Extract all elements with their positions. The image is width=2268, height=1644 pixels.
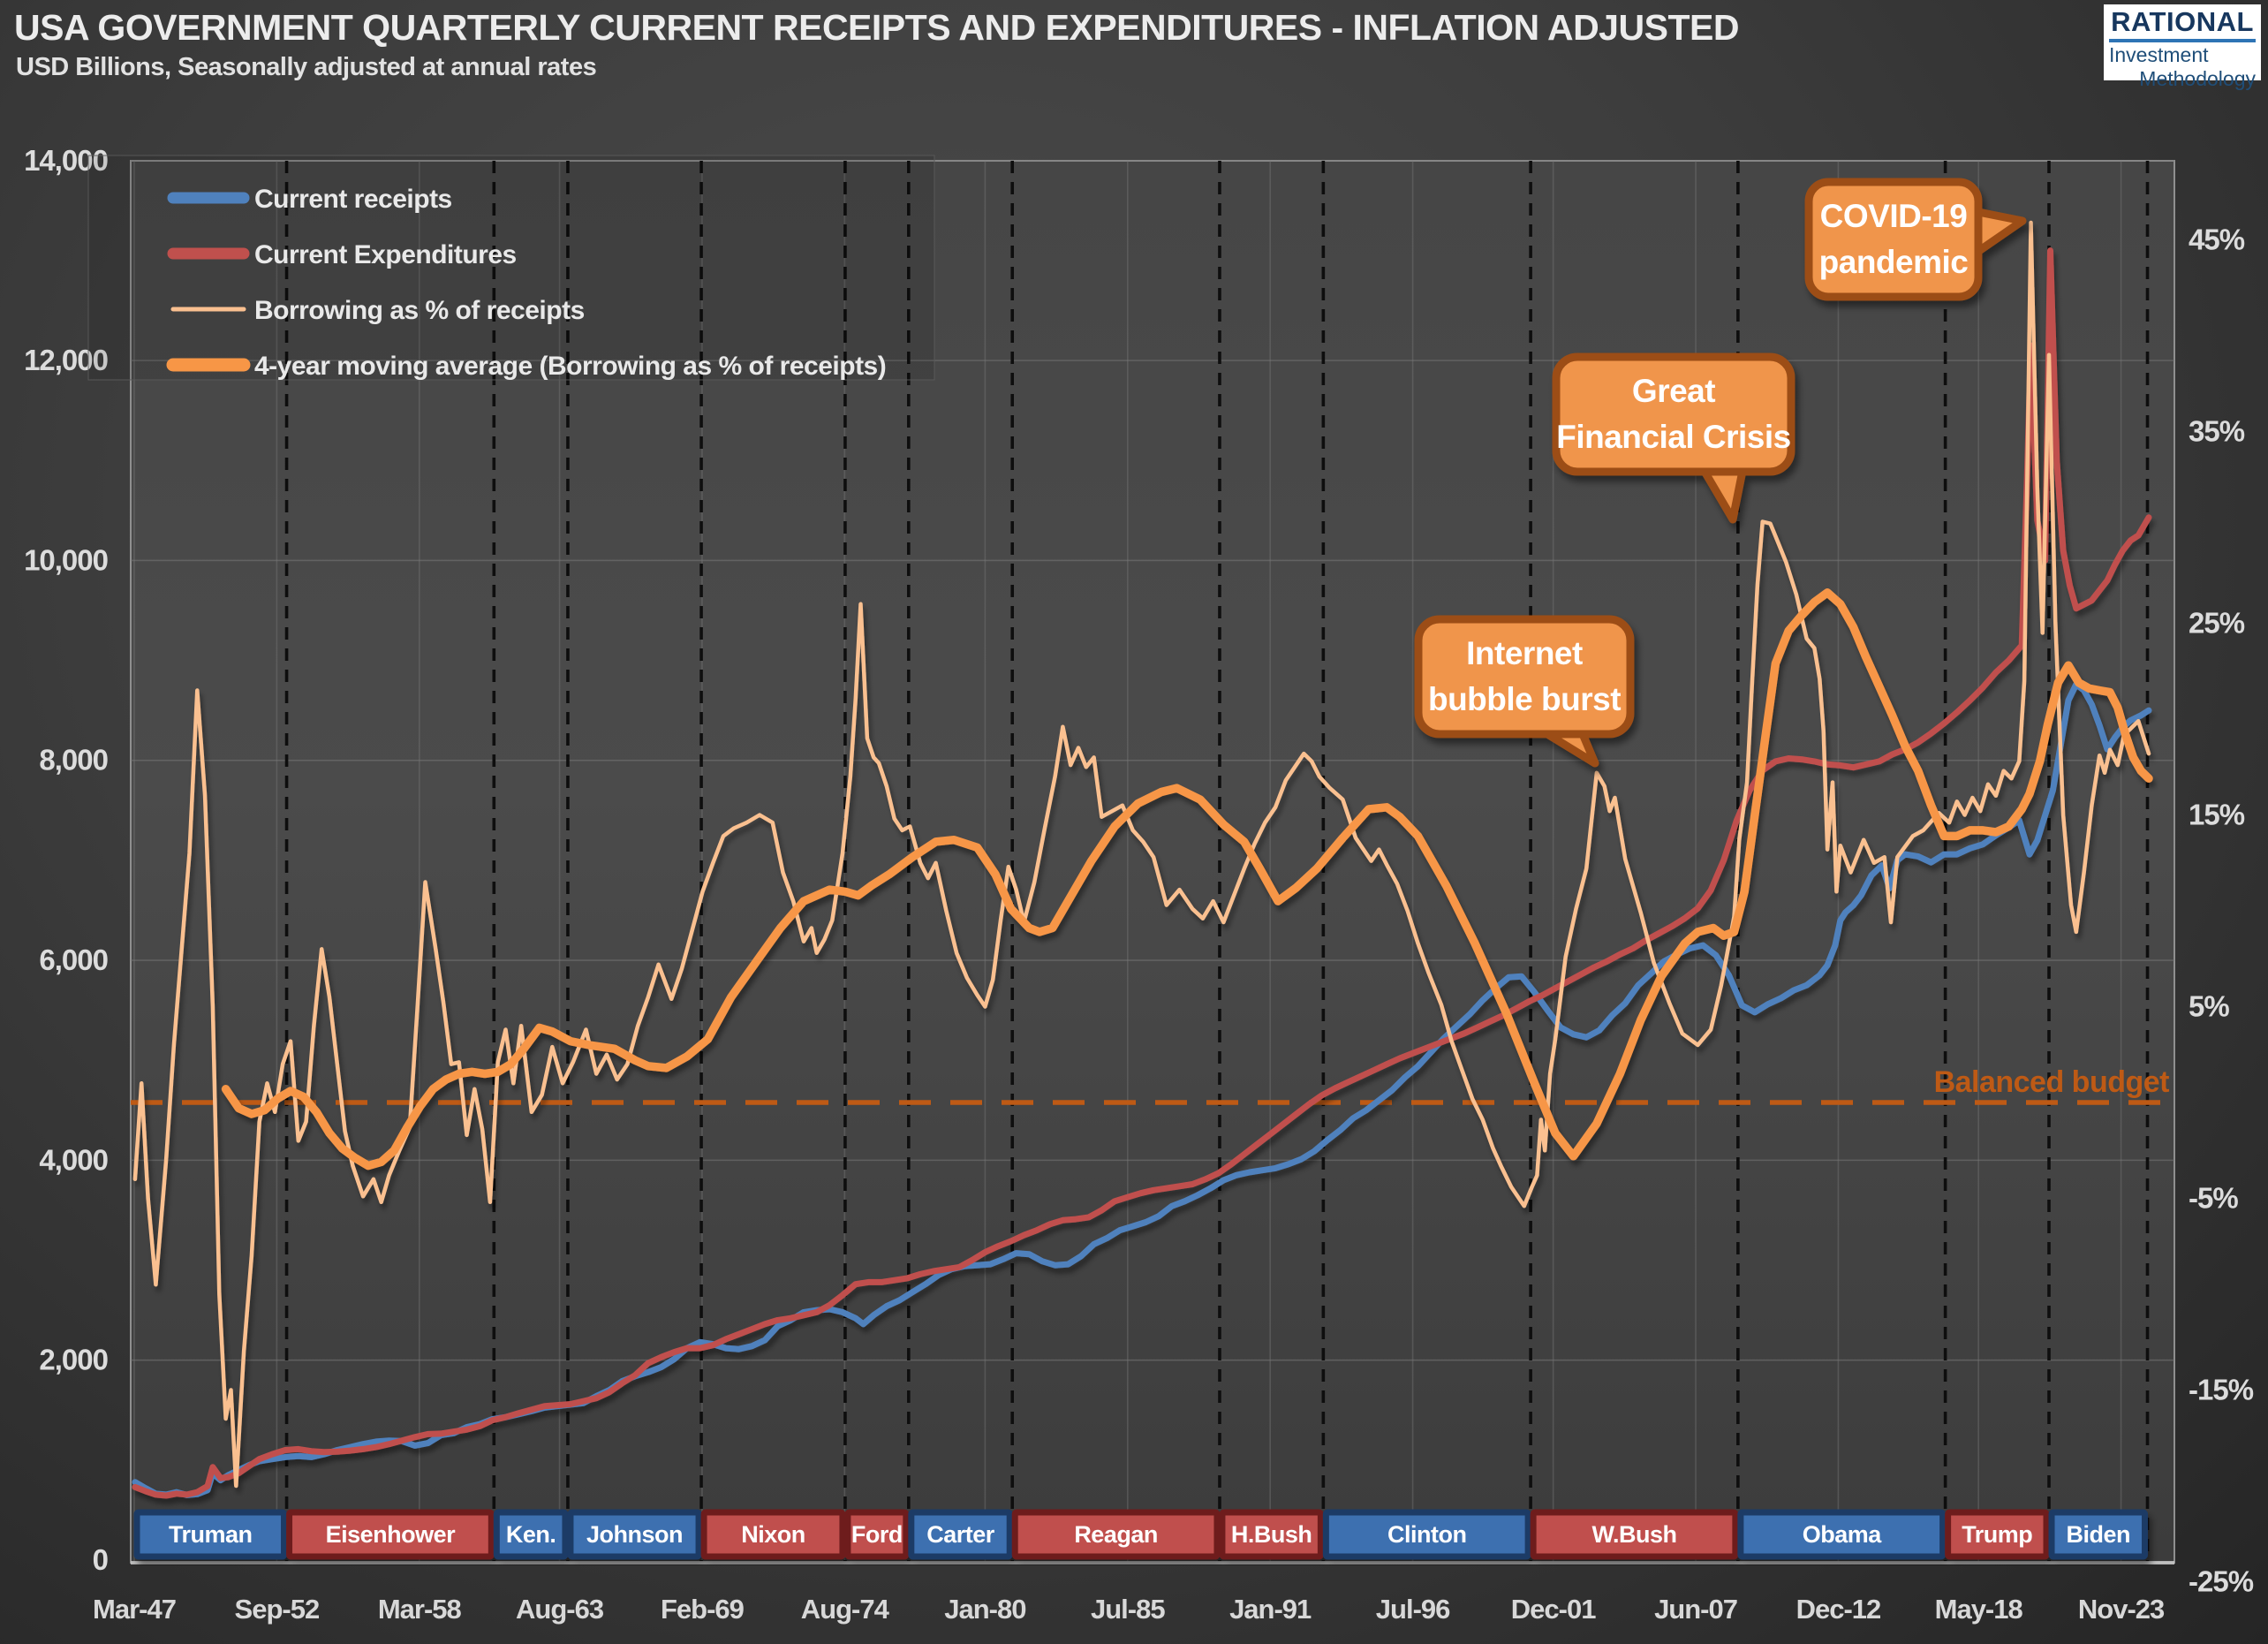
series-group	[132, 220, 2153, 1499]
president-bar-W.Bush	[1530, 1509, 1739, 1560]
president-label-Biden: Biden	[2067, 1521, 2131, 1548]
annotation-internet-bubble-burst: Internet bubble burst	[1414, 615, 1635, 768]
president-bar-Johnson	[567, 1509, 702, 1560]
legend-label-borrowing: Borrowing as % of receipts	[254, 296, 585, 325]
logo-line1: RATIONAL	[2109, 6, 2256, 42]
callout-box	[1552, 352, 1796, 476]
x-tick-Mar-47: Mar-47	[93, 1594, 176, 1625]
president-bar-Reagan	[1011, 1509, 1221, 1560]
president-label-W.Bush: W.Bush	[1591, 1521, 1676, 1548]
president-label-Clinton: Clinton	[1387, 1521, 1466, 1548]
logo-line2: Investment	[2109, 43, 2209, 66]
president-label-Truman: Truman	[169, 1521, 253, 1548]
x-tick-Dec-01: Dec-01	[1511, 1594, 1596, 1625]
x-tick-Aug-74: Aug-74	[801, 1594, 890, 1625]
rational-logo: RATIONAL Investment Methodology	[2104, 4, 2261, 90]
logo-line3: Methodology	[2139, 67, 2256, 90]
y-left-tick-10000: 10,000	[24, 543, 108, 576]
president-bar-Nixon	[700, 1509, 846, 1560]
president-bar-Obama	[1737, 1509, 1947, 1560]
y-left-tick-4000: 4,000	[39, 1143, 108, 1176]
y-right-tick-35: 35%	[2189, 415, 2245, 448]
legend-label-expenditures: Current Expenditures	[254, 240, 517, 269]
president-bar-Eisenhower	[286, 1509, 495, 1560]
legend-label-moving-average: 4-year moving average (Borrowing as % of…	[254, 352, 886, 381]
president-bar-Carter	[908, 1509, 1013, 1560]
president-label-Reagan: Reagan	[1074, 1521, 1158, 1548]
balanced-budget-label: Balanced budget	[1934, 1065, 2170, 1099]
president-bar-Biden	[2048, 1509, 2149, 1560]
president-label-Eisenhower: Eisenhower	[326, 1521, 457, 1548]
y-right-tick-15: 15%	[2189, 799, 2245, 831]
y-right-tick-5: 5%	[2189, 990, 2229, 1023]
president-label-H.Bush: H.Bush	[1231, 1521, 1312, 1548]
y-left-tick-8000: 8,000	[39, 744, 108, 777]
y-left-tick-12000: 12,000	[24, 344, 108, 376]
callout-text-line1: Internet	[1466, 635, 1583, 671]
y-right-tick--25: -25%	[2189, 1565, 2254, 1598]
x-tick-May-18: May-18	[1935, 1594, 2023, 1625]
page-subtitle: USD Billions, Seasonally adjusted at ann…	[16, 53, 597, 81]
callout-text-line2: Financial Crisis	[1556, 419, 1791, 455]
callout-text-line2: pandemic	[1819, 244, 1969, 280]
y-left-tick-0: 0	[93, 1543, 108, 1576]
president-bar-Trump	[1945, 1509, 2050, 1560]
president-bar-Truman	[133, 1509, 288, 1560]
callout-box	[1414, 615, 1635, 739]
axis-labels-group: 0 2,000 4,000 6,000 8,000 10,000 12,000 14,000 4…	[24, 144, 2255, 1625]
y-left-tick-6000: 6,000	[39, 943, 108, 976]
legend: Current receipts Current Expenditures Bo…	[87, 155, 935, 381]
series-line-current-expenditures	[132, 247, 2152, 1499]
x-tick-Jan-80: Jan-80	[944, 1594, 1025, 1625]
president-label-Trump: Trump	[1962, 1521, 2032, 1548]
x-tick-Feb-69: Feb-69	[661, 1594, 745, 1625]
x-tick-Jul-96: Jul-96	[1376, 1594, 1450, 1625]
president-bar-H.Bush	[1219, 1509, 1324, 1560]
x-tick-Aug-63: Aug-63	[516, 1594, 604, 1625]
gridlines-group	[131, 160, 2174, 1562]
president-bar-Ken.	[493, 1509, 569, 1560]
x-tick-Jan-91: Jan-91	[1229, 1594, 1312, 1625]
president-bars-group: Truman Eisenhower Ken. Johnson Nixon Ford Cart…	[133, 1509, 2149, 1560]
president-label-Ken.: Ken.	[506, 1521, 556, 1548]
y-left-tick-2000: 2,000	[39, 1344, 108, 1376]
page-title: USA GOVERNMENT QUARTERLY CURRENT RECEIPT…	[14, 7, 1739, 48]
balanced-budget-group: Balanced budget	[131, 1065, 2174, 1105]
callout-box	[1804, 178, 1983, 301]
x-tick-Jun-07: Jun-07	[1654, 1594, 1737, 1625]
series-line-4-year-moving-average-borrowing-as-of-receipts	[221, 588, 2153, 1170]
callout-text-line1: Great	[1632, 373, 1715, 409]
y-right-tick--15: -15%	[2189, 1374, 2254, 1406]
annotation-great-financial-crisis: Great Financial Crisis	[1552, 352, 1796, 524]
annotation-covid-19-pandemic: COVID-19 pandemic	[1804, 178, 2027, 301]
president-bar-Ford	[844, 1509, 910, 1560]
x-tick-Sep-52: Sep-52	[235, 1594, 320, 1625]
x-tick-Dec-12: Dec-12	[1796, 1594, 1881, 1625]
callout-text-line2: bubble burst	[1428, 681, 1621, 717]
x-tick-Nov-23: Nov-23	[2078, 1594, 2165, 1625]
x-tick-Mar-58: Mar-58	[378, 1594, 462, 1625]
president-label-Ford: Ford	[851, 1521, 903, 1548]
president-label-Nixon: Nixon	[741, 1521, 805, 1548]
legend-label-receipts: Current receipts	[254, 185, 452, 214]
x-tick-Jul-85: Jul-85	[1091, 1594, 1165, 1625]
y-left-tick-14000: 14,000	[24, 144, 108, 177]
y-right-tick-45: 45%	[2189, 223, 2245, 256]
callout-text-line1: COVID-19	[1820, 198, 1968, 234]
president-label-Carter: Carter	[926, 1521, 995, 1548]
y-right-tick-25: 25%	[2189, 607, 2245, 640]
president-label-Obama: Obama	[1803, 1521, 1883, 1548]
y-right-tick--5: -5%	[2189, 1182, 2238, 1215]
president-bar-Clinton	[1322, 1509, 1531, 1560]
president-label-Johnson: Johnson	[586, 1521, 683, 1548]
